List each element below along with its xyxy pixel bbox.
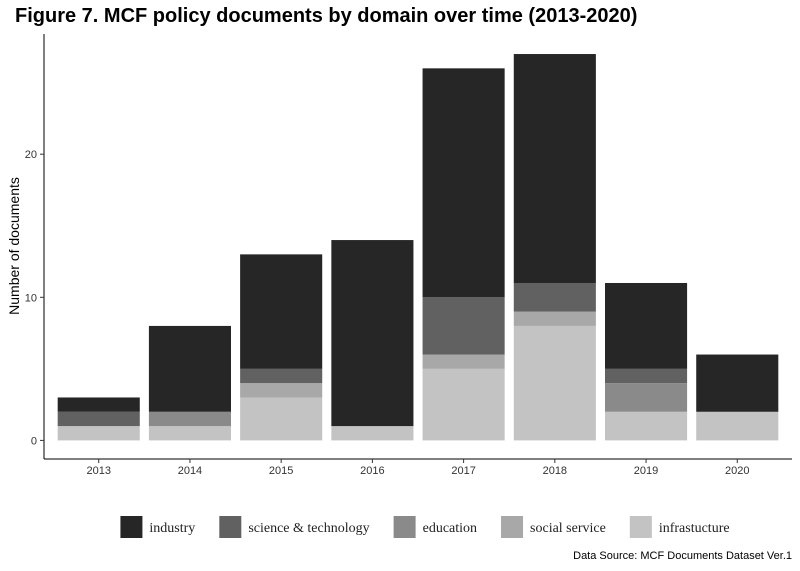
bar-segment-2020-industry [696, 354, 779, 412]
legend-item: industry [120, 516, 195, 538]
x-tick-label: 2017 [451, 465, 475, 477]
bar-segment-2018-social-service [513, 311, 596, 326]
legend: industry science & technology education soc… [120, 516, 730, 538]
x-axis-ticks: 2013 2014 2015 2016 2017 2018 2019 2020 [86, 459, 750, 477]
y-axis-ticks: 0 10 20 [25, 149, 44, 447]
legend-item: infrastucture [629, 516, 730, 538]
legend-swatch [219, 516, 242, 538]
legend-swatch [120, 516, 143, 538]
bar-segment-2019-education [605, 383, 688, 412]
x-tick-label: 2013 [86, 465, 110, 477]
legend-label: infrastucture [659, 521, 730, 536]
bar-segment-2013-infrastucture [57, 426, 140, 441]
legend-swatch [629, 516, 652, 538]
bar-segment-2013-industry [57, 397, 140, 412]
bar-segment-2017-social-service [422, 354, 505, 369]
bar-segment-2015-social-service [240, 383, 323, 398]
x-tick-label: 2016 [360, 465, 384, 477]
x-tick-label: 2018 [543, 465, 567, 477]
bar-segment-2013-science-technology [57, 411, 140, 427]
bar-segment-2019-infrastucture [605, 411, 688, 441]
bar-segment-2017-science-technology [422, 297, 505, 355]
bars-layer [57, 54, 779, 441]
x-tick-label: 2014 [178, 465, 202, 477]
chart-title: Figure 7. MCF policy documents by domain… [15, 5, 638, 27]
bar-segment-2019-industry [605, 282, 688, 369]
bar-segment-2014-education [148, 411, 231, 427]
legend-label: social service [530, 521, 606, 536]
y-tick-label: 20 [25, 149, 37, 161]
legend-swatch [501, 516, 524, 538]
bar-segment-2018-science-technology [513, 282, 596, 312]
bar-segment-2020-infrastucture [696, 411, 779, 441]
legend-label: science & technology [248, 521, 369, 536]
x-tick-label: 2020 [725, 465, 749, 477]
bar-segment-2015-science-technology [240, 368, 323, 384]
y-tick-label: 10 [25, 292, 37, 304]
x-tick-label: 2015 [269, 465, 293, 477]
y-tick-label: 0 [31, 435, 37, 447]
legend-item: social service [501, 516, 606, 538]
bar-segment-2017-industry [422, 68, 505, 298]
bar-segment-2015-industry [240, 254, 323, 369]
legend-item: science & technology [219, 516, 370, 538]
legend-label: education [423, 521, 477, 536]
legend-swatch [393, 516, 416, 538]
bar-segment-2014-infrastucture [148, 426, 231, 441]
bar-segment-2014-industry [148, 325, 231, 412]
legend-item: education [393, 516, 477, 538]
y-axis-title: Number of documents [6, 177, 22, 315]
bar-segment-2017-infrastucture [422, 368, 505, 441]
bar-segment-2018-industry [513, 54, 596, 283]
bar-segment-2018-infrastucture [513, 325, 596, 441]
x-tick-label: 2019 [634, 465, 658, 477]
bar-segment-2016-infrastucture [331, 426, 414, 441]
data-source-caption: Data Source: MCF Documents Dataset Ver.1 [573, 550, 792, 562]
bar-segment-2019-science-technology [605, 368, 688, 384]
bar-segment-2015-infrastucture [240, 397, 323, 441]
legend-label: industry [149, 521, 195, 536]
bar-segment-2016-industry [331, 240, 414, 427]
